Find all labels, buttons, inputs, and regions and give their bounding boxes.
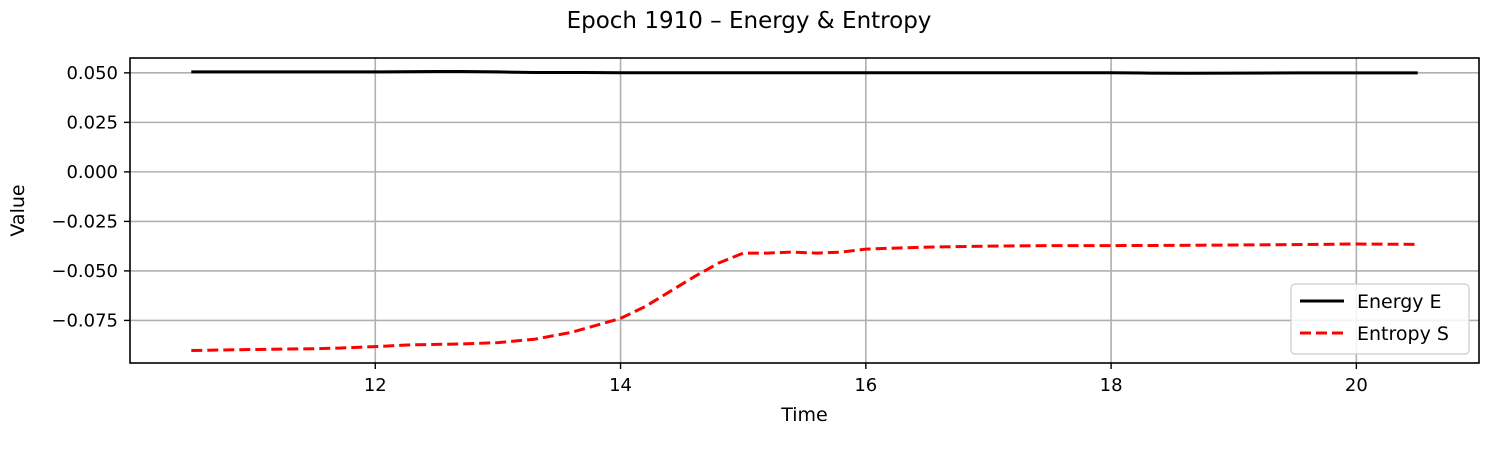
y-tick-label: 0.050 (66, 63, 118, 84)
legend-label: Entropy S (1357, 323, 1449, 345)
x-tick-label: 12 (364, 375, 387, 396)
x-tick-label: 14 (609, 375, 632, 396)
x-axis-label: Time (780, 404, 828, 426)
chart-title: Epoch 1910 – Energy & Entropy (567, 8, 932, 34)
plot-lines (191, 70, 1418, 352)
y-tick-label: −0.075 (51, 310, 118, 331)
series-line-energy (191, 70, 1418, 75)
grid (130, 58, 1479, 363)
series-line-entropy (191, 242, 1418, 352)
plot-frame (129, 57, 1480, 364)
legend: Energy E Entropy S (1290, 283, 1470, 355)
y-tick-label: −0.025 (51, 211, 118, 232)
y-tick-label: −0.050 (51, 261, 118, 282)
axis-ticks: 12 14 16 18 20 0.050 0.025 0.000 −0.025 −0.050 −0.… (51, 63, 1367, 396)
y-axis-label: Value (7, 184, 29, 236)
x-tick-label: 20 (1345, 375, 1368, 396)
y-tick-label: 0.000 (66, 162, 118, 183)
x-tick-label: 16 (854, 375, 877, 396)
x-tick-label: 18 (1100, 375, 1123, 396)
legend-label: Energy E (1357, 291, 1442, 313)
y-tick-label: 0.025 (66, 112, 118, 133)
